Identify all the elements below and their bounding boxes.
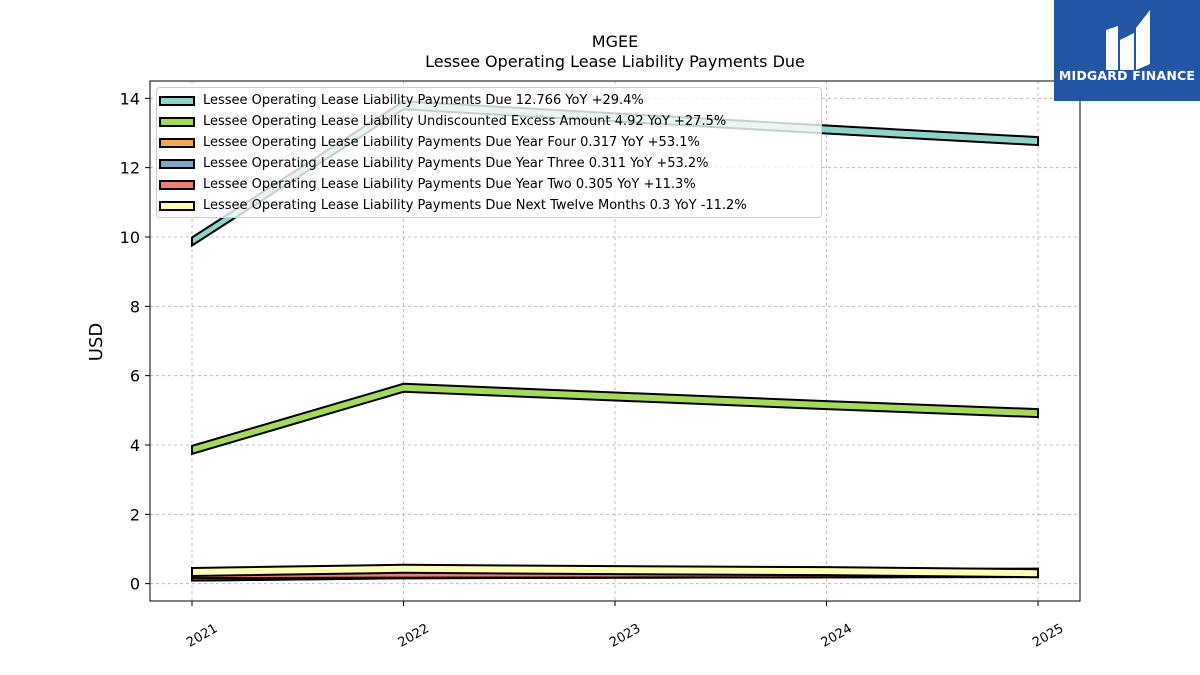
y-tick-label: 14 [120,89,140,108]
x-tick-label: 2021 [184,621,220,651]
x-tick-label: 2023 [607,621,643,651]
legend-swatch [159,117,195,127]
legend-swatch [159,138,195,148]
legend-item: Lessee Operating Lease Liability Payment… [159,133,819,154]
legend: Lessee Operating Lease Liability Payment… [156,87,822,218]
logo-icon [1106,10,1150,70]
legend-label: Lessee Operating Lease Liability Payment… [203,156,709,171]
logo-text: MIDGARD FINANCE [1058,68,1196,83]
legend-label: Lessee Operating Lease Liability Payment… [203,93,644,108]
x-axis: 2021 2022 2023 2024 2025 [184,601,1066,651]
legend-label: Lessee Operating Lease Liability Payment… [203,177,696,192]
y-tick-label: 4 [130,436,140,455]
y-tick-label: 10 [120,228,140,247]
y-tick-label: 0 [130,575,140,594]
y-tick-label: 8 [130,297,140,316]
y-tick-label: 6 [130,367,140,386]
series-band [191,382,1039,456]
x-tick-label: 2025 [1030,621,1066,651]
legend-item: Lessee Operating Lease Liability Payment… [159,175,819,196]
legend-item: Lessee Operating Lease Liability Payment… [159,154,819,175]
legend-label: Lessee Operating Lease Liability Undisco… [203,114,727,129]
legend-swatch [159,201,195,211]
y-tick-label: 2 [130,505,140,524]
legend-label: Lessee Operating Lease Liability Payment… [203,135,700,150]
legend-swatch [159,180,195,190]
legend-item: Lessee Operating Lease Liability Undisco… [159,112,819,133]
y-axis: 0 2 4 6 8 10 12 14 [120,89,150,594]
series-band [191,563,1039,579]
legend-swatch [159,96,195,106]
chart-ticker: MGEE [591,32,639,51]
legend-label: Lessee Operating Lease Liability Payment… [203,198,747,213]
legend-item: Lessee Operating Lease Liability Payment… [159,91,819,112]
legend-swatch [159,159,195,169]
legend-item: Lessee Operating Lease Liability Payment… [159,196,819,217]
midgard-finance-logo: MIDGARD FINANCE [1054,0,1200,101]
y-axis-label: USD [86,323,107,361]
x-tick-label: 2024 [819,621,855,651]
x-tick-label: 2022 [396,621,432,651]
y-tick-label: 12 [120,159,140,178]
chart-title: Lessee Operating Lease Liability Payment… [425,52,805,71]
